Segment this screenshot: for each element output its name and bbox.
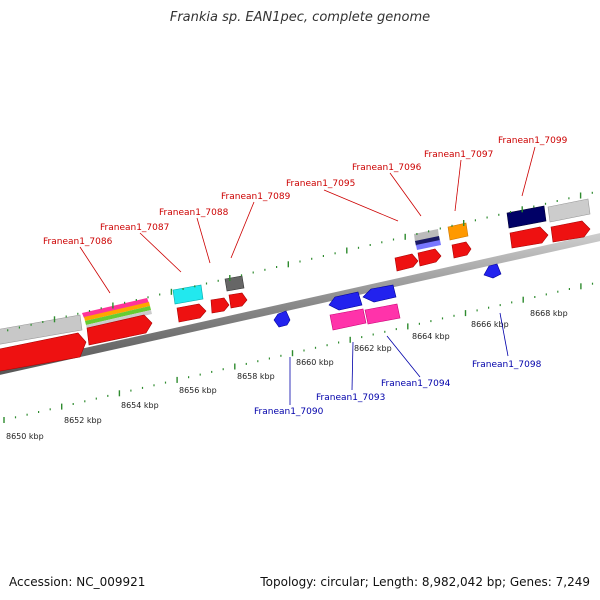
- gene-label[interactable]: Franean1_7090: [254, 407, 324, 417]
- reverse-ruler-ticks: [3, 282, 594, 423]
- gene-label[interactable]: Franean1_7086: [43, 237, 113, 247]
- leader-line: [139, 232, 182, 273]
- genome-summary-text: Topology: circular; Length: 8,982,042 bp…: [260, 575, 590, 589]
- gene-label[interactable]: Franean1_7098: [472, 360, 542, 370]
- gene-feature[interactable]: [415, 236, 440, 246]
- gene-arrow[interactable]: [417, 248, 442, 267]
- gene-feature[interactable]: [82, 298, 149, 318]
- gene-feature[interactable]: [414, 229, 439, 242]
- genome-backbone: [0, 233, 600, 375]
- gene-feature[interactable]: [84, 302, 150, 321]
- gene-feature[interactable]: [329, 308, 367, 331]
- gene-arrow[interactable]: [86, 314, 153, 346]
- ruler-label: 8656 kbp: [179, 386, 217, 395]
- leader-line: [351, 341, 354, 391]
- leader-line: [389, 172, 422, 217]
- reverse-gene-labels: Franean1_7090 Franean1_7093 Franean1_709…: [254, 360, 542, 417]
- map-title: Frankia sp. EAN1pec, complete genome: [169, 10, 431, 25]
- reverse-leader-lines: [289, 312, 509, 405]
- ruler-label: 8658 kbp: [237, 372, 275, 381]
- gene-arrow[interactable]: [176, 303, 207, 323]
- leader-line: [196, 217, 211, 264]
- forward-leader-lines: [79, 146, 536, 294]
- gene-arrow[interactable]: [273, 310, 291, 328]
- gene-feature[interactable]: [224, 275, 245, 292]
- leader-line: [454, 159, 462, 212]
- gene-label[interactable]: Franean1_7099: [498, 136, 568, 146]
- accession-text: Accession: NC_009921: [9, 575, 146, 589]
- leader-line: [386, 335, 421, 378]
- reverse-strand-features: [273, 263, 502, 331]
- gene-arrow[interactable]: [228, 292, 248, 309]
- gene-arrow[interactable]: [362, 284, 397, 303]
- ruler-labels: 8650 kbp 8652 kbp 8654 kbp 8656 kbp 8658…: [6, 309, 568, 441]
- gene-arrow[interactable]: [0, 332, 87, 372]
- gene-label[interactable]: Franean1_7096: [352, 163, 422, 173]
- gene-arrow[interactable]: [451, 241, 472, 259]
- leader-line: [230, 201, 255, 259]
- leader-line: [499, 312, 509, 357]
- gene-feature[interactable]: [447, 222, 469, 241]
- gene-feature[interactable]: [416, 240, 441, 250]
- ruler-label: 8660 kbp: [296, 358, 334, 367]
- ruler-label: 8666 kbp: [471, 320, 509, 329]
- gene-label[interactable]: Franean1_7095: [286, 179, 355, 189]
- gene-feature[interactable]: [85, 306, 151, 325]
- gene-arrow[interactable]: [210, 297, 230, 314]
- gene-feature[interactable]: [172, 284, 204, 305]
- gene-label[interactable]: Franean1_7094: [381, 379, 451, 389]
- ruler-label: 8654 kbp: [121, 401, 159, 410]
- leader-line: [521, 146, 536, 197]
- gene-feature[interactable]: [364, 303, 401, 325]
- ruler-label: 8664 kbp: [412, 332, 450, 341]
- ruler-label: 8652 kbp: [64, 416, 102, 425]
- forward-strand-features: [0, 198, 591, 372]
- ruler-label: 8668 kbp: [530, 309, 568, 318]
- ruler-label: 8650 kbp: [6, 432, 44, 441]
- leader-line: [323, 189, 399, 222]
- forward-gene-labels: Franean1_7086 Franean1_7087 Franean1_708…: [43, 136, 568, 247]
- gene-arrow[interactable]: [550, 220, 591, 243]
- gene-feature[interactable]: [547, 198, 591, 223]
- gene-label[interactable]: Franean1_7087: [100, 223, 169, 233]
- gene-label[interactable]: Franean1_7093: [316, 393, 385, 403]
- gene-feature[interactable]: [0, 314, 83, 345]
- gene-label[interactable]: Franean1_7097: [424, 150, 493, 160]
- ruler-label: 8662 kbp: [354, 344, 392, 353]
- forward-ruler-ticks: [7, 191, 593, 332]
- gene-arrow[interactable]: [328, 291, 363, 311]
- leader-line: [79, 246, 111, 294]
- gene-label[interactable]: Franean1_7088: [159, 208, 229, 218]
- gene-label[interactable]: Franean1_7089: [221, 192, 291, 202]
- gene-arrow[interactable]: [394, 253, 419, 272]
- gene-arrow[interactable]: [483, 263, 502, 279]
- gene-arrow[interactable]: [509, 226, 549, 249]
- gene-feature[interactable]: [506, 205, 547, 229]
